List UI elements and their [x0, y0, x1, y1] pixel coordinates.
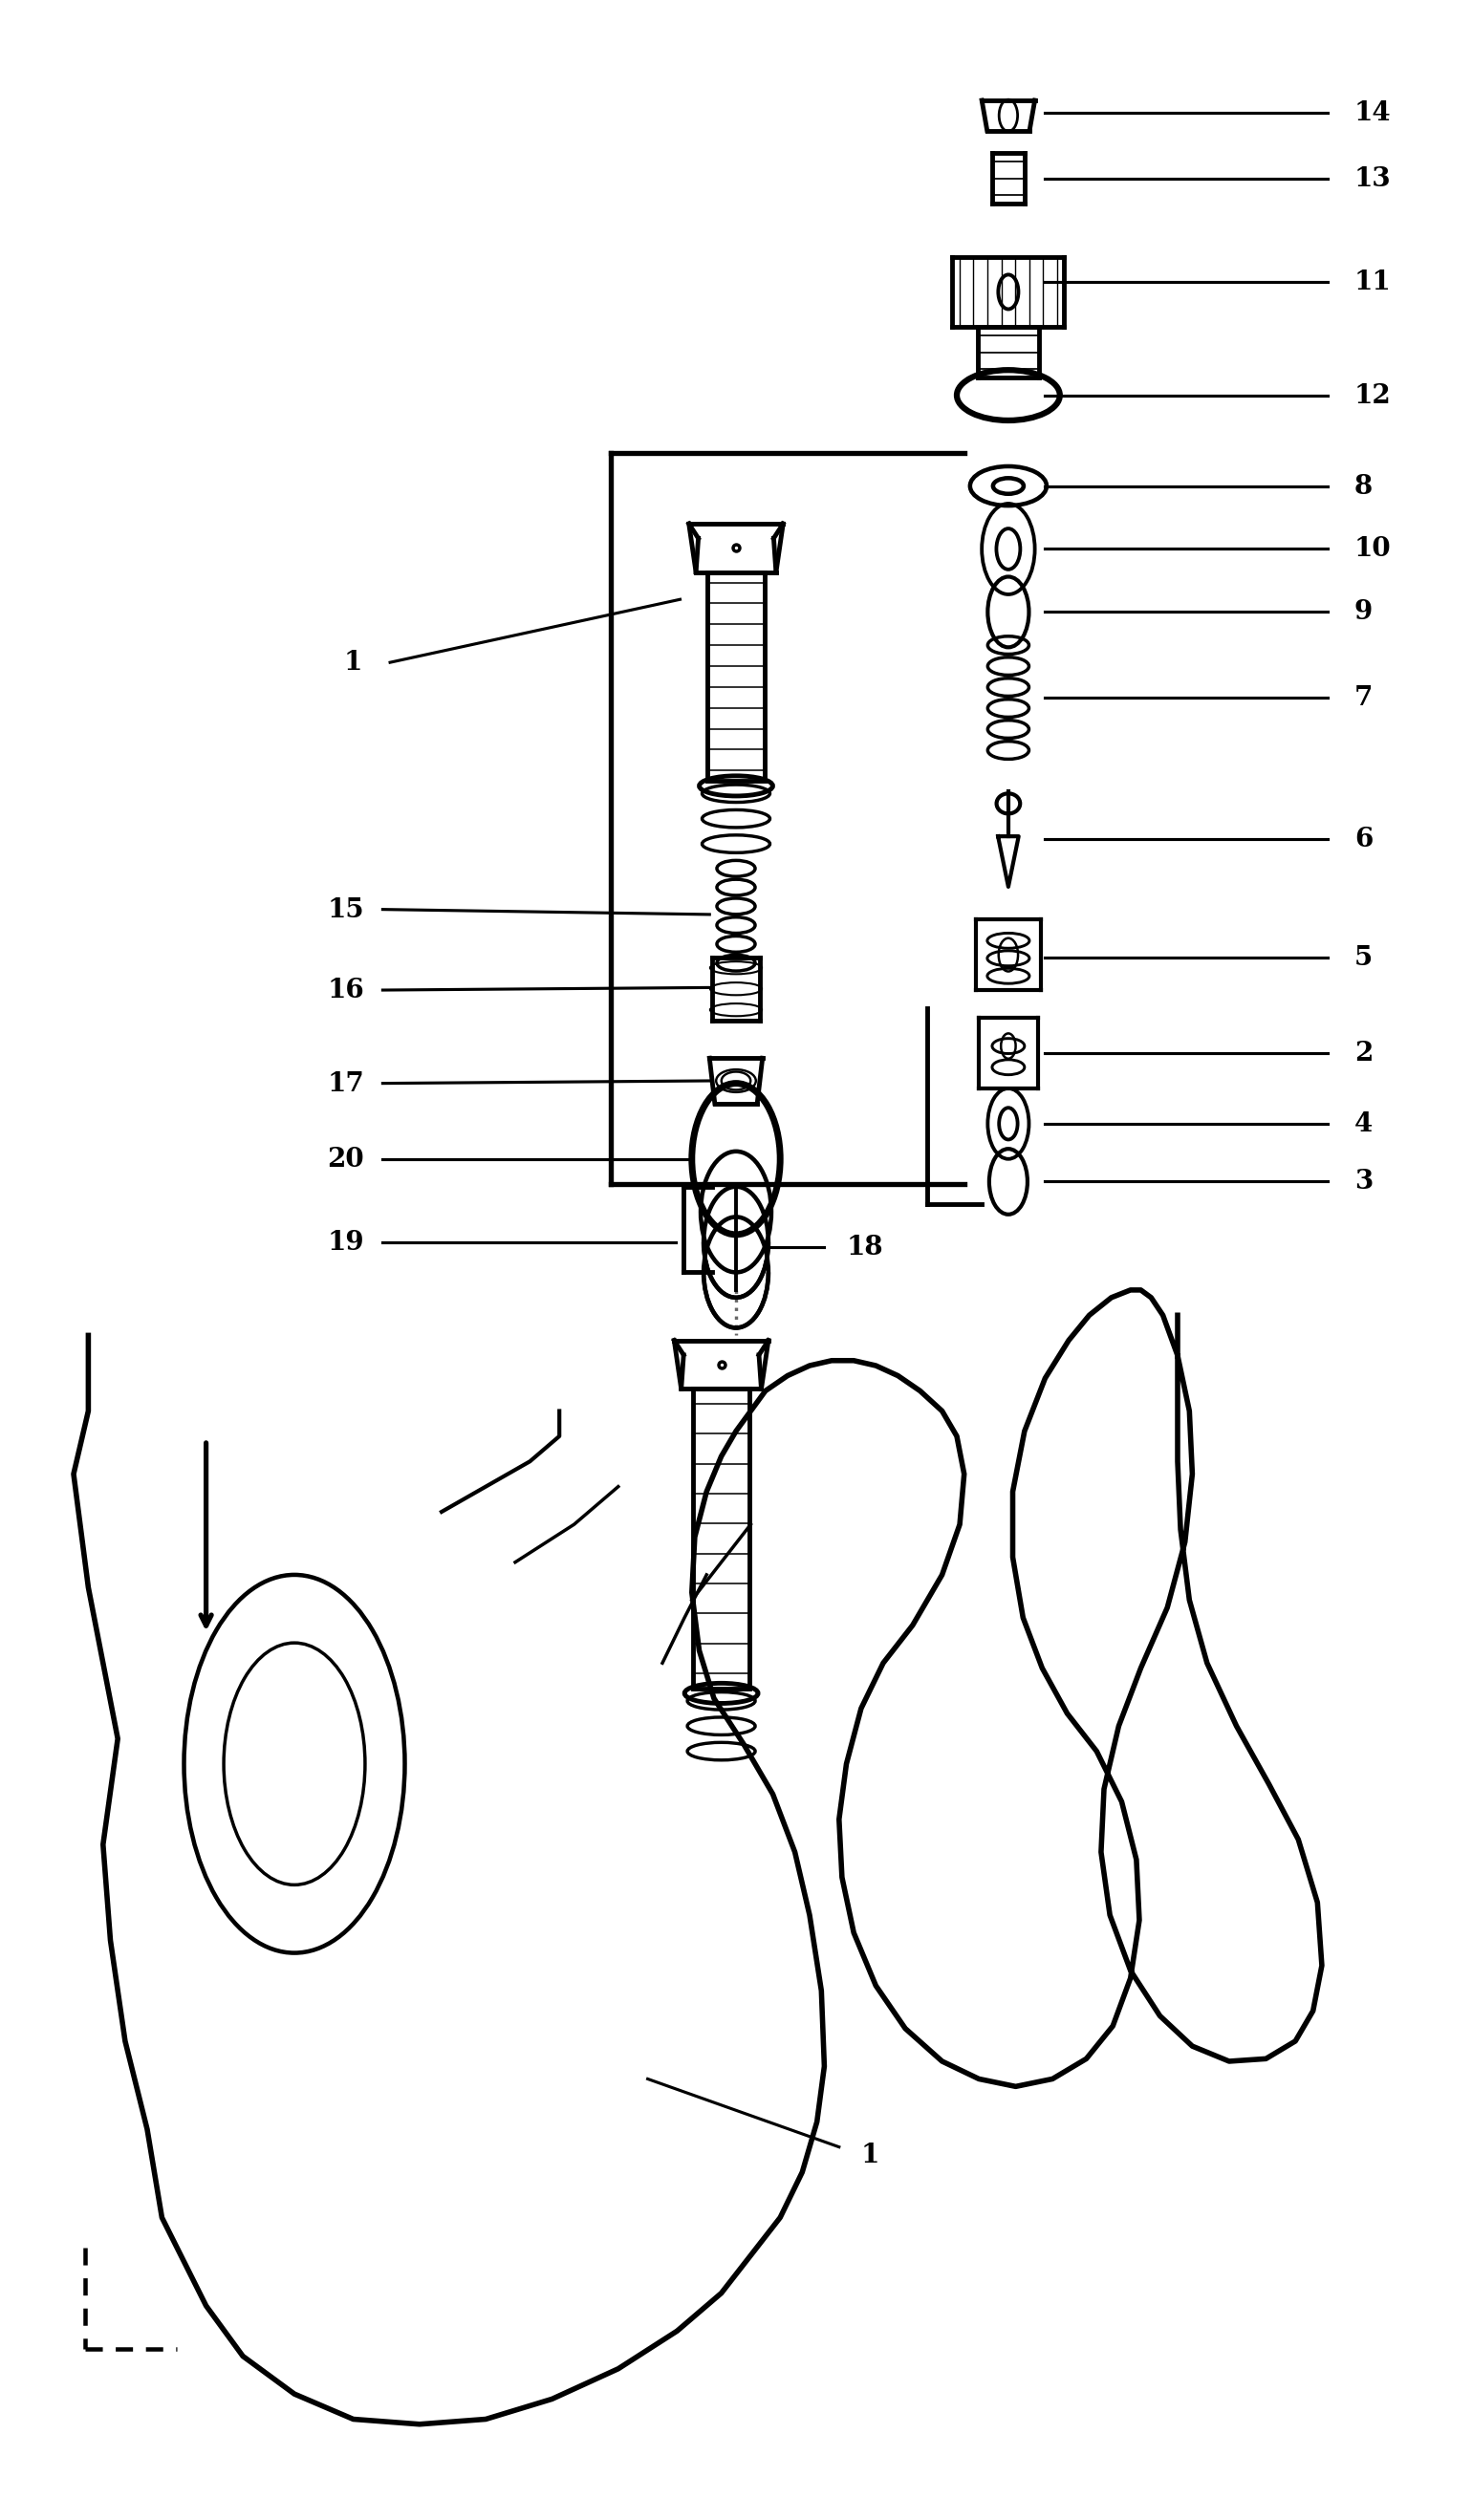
Text: 12: 12 — [1354, 383, 1391, 408]
Text: 1: 1 — [861, 2142, 880, 2167]
Text: 20: 20 — [327, 1147, 365, 1172]
Bar — [708, 572, 764, 781]
Text: 16: 16 — [327, 978, 365, 1003]
Text: 9: 9 — [1354, 600, 1372, 625]
Text: 6: 6 — [1354, 827, 1373, 852]
Text: 14: 14 — [1354, 101, 1391, 126]
Text: 8: 8 — [1354, 474, 1372, 499]
Text: 13: 13 — [1354, 166, 1391, 192]
Text: 11: 11 — [1354, 270, 1391, 295]
Text: 5: 5 — [1354, 945, 1372, 970]
Text: 1: 1 — [344, 650, 362, 675]
Text: 18: 18 — [846, 1235, 883, 1260]
Text: 3: 3 — [1354, 1169, 1372, 1194]
Text: 4: 4 — [1354, 1111, 1372, 1137]
Text: 10: 10 — [1354, 537, 1391, 562]
Text: 2: 2 — [1354, 1041, 1373, 1066]
Text: 15: 15 — [327, 897, 365, 922]
Text: 17: 17 — [327, 1071, 365, 1096]
Text: 19: 19 — [327, 1230, 365, 1255]
Bar — [693, 1389, 749, 1688]
Text: 7: 7 — [1354, 685, 1373, 711]
